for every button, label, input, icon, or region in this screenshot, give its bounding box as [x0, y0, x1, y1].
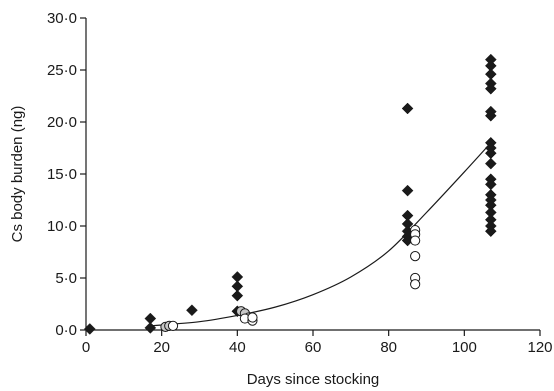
fit-curve — [150, 142, 492, 327]
ticks: 0 20 40 60 80 100 120 0·0 5·0 10·0 15·0 20·0 25·0 30·… — [47, 10, 553, 356]
open-circle-point — [410, 251, 421, 262]
open-circle-point — [410, 235, 421, 246]
x-axis-title: Days since stocking — [247, 371, 380, 388]
y-tick-label: 0·0 — [55, 322, 77, 339]
open-circle-point — [410, 279, 421, 290]
y-tick-label: 10·0 — [47, 218, 77, 235]
x-tick-label: 0 — [82, 339, 90, 356]
x-tick-label: 100 — [452, 339, 477, 356]
y-tick-label: 20·0 — [47, 114, 77, 131]
diamond-point — [484, 109, 497, 122]
y-tick-label: 25·0 — [47, 62, 77, 79]
open-circle-point — [247, 312, 258, 323]
diamond-point — [484, 82, 497, 95]
y-axis-title: Cs body burden (ng) — [9, 106, 26, 243]
x-tick-label: 20 — [153, 339, 170, 356]
fit-layer — [150, 142, 492, 327]
x-tick-label: 60 — [305, 339, 322, 356]
y-tick-label: 30·0 — [47, 10, 77, 27]
diamond-point — [401, 102, 414, 115]
diamond-point — [186, 304, 198, 317]
open-circle-point — [167, 320, 179, 331]
data-points — [83, 53, 497, 335]
diamond-point — [83, 323, 96, 335]
x-tick-label: 80 — [380, 339, 397, 356]
x-tick-label: 40 — [229, 339, 246, 356]
x-tick-label: 120 — [527, 339, 552, 356]
diamond-point — [231, 289, 244, 302]
diamond-point — [144, 322, 157, 334]
y-tick-label: 5·0 — [55, 270, 77, 287]
y-tick-label: 15·0 — [47, 166, 77, 183]
diamond-point — [401, 184, 414, 197]
axes — [85, 18, 540, 331]
diamond-point — [484, 157, 497, 170]
diamond-point — [484, 225, 497, 238]
